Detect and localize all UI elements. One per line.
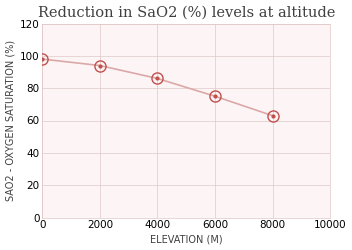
X-axis label: ELEVATION (M): ELEVATION (M) — [150, 234, 222, 244]
Title: Reduction in SaO2 (%) levels at altitude: Reduction in SaO2 (%) levels at altitude — [38, 6, 335, 20]
Y-axis label: SAO2 - OXYGEN SATURATION (%): SAO2 - OXYGEN SATURATION (%) — [6, 40, 15, 201]
